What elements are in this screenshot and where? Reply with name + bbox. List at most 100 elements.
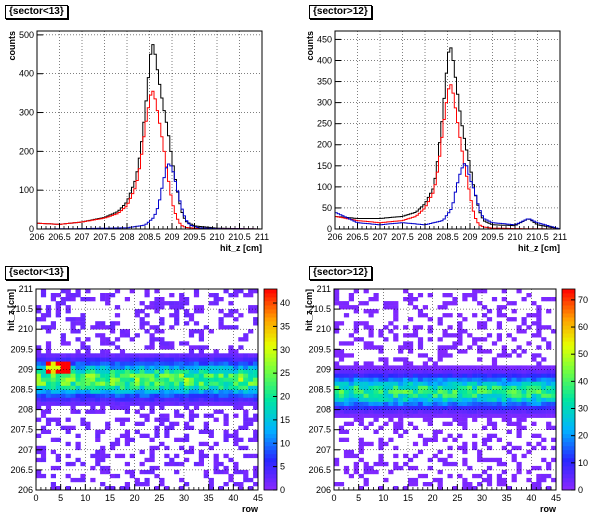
heatmap-cell [50, 397, 56, 402]
heatmap-cell [149, 453, 155, 459]
heatmap-cell [129, 453, 135, 459]
heatmap-cell [65, 473, 71, 479]
heatmap-cell [75, 433, 81, 438]
heatmap-cell [516, 429, 522, 434]
heatmap-cell [462, 385, 468, 390]
heatmap-cell [100, 449, 106, 455]
heatmap-cell [203, 345, 209, 350]
heatmap-cell [526, 377, 532, 382]
heatmap-cell [198, 365, 204, 370]
heatmap-cell [477, 401, 483, 406]
heatmap-cell [228, 393, 234, 398]
heatmap-cell [417, 309, 424, 314]
heatmap-cell [218, 373, 224, 378]
heatmap-cell [149, 397, 155, 402]
heatmap-cell [432, 433, 438, 438]
heatmap-cell [90, 453, 96, 459]
heatmap-cell [551, 377, 557, 382]
heatmap-cell [90, 401, 96, 406]
heatmap-cell [462, 293, 468, 298]
heatmap-cell [149, 381, 155, 386]
heatmap-cell [149, 345, 155, 350]
heatmap-cell [243, 385, 249, 390]
heatmap-cell [472, 377, 478, 382]
heatmap-cell [334, 301, 340, 306]
heatmap-cell [516, 397, 522, 402]
heatmap-cell [403, 385, 409, 390]
heatmap-cell [154, 297, 160, 302]
heatmap-cell [348, 401, 354, 406]
heatmap-cell [348, 377, 354, 382]
heatmap-cell [472, 389, 478, 394]
heatmap-cell [144, 357, 150, 362]
heatmap-cell [457, 321, 463, 326]
heatmap-cell [427, 393, 433, 398]
heatmap-cell [388, 369, 394, 374]
heatmap-cell [203, 385, 209, 390]
heatmap-cell [159, 345, 165, 350]
heatmap-cell [75, 329, 81, 334]
heatmap-cell [149, 405, 155, 410]
heatmap-cell [238, 425, 244, 430]
heatmap-cell [159, 329, 165, 334]
heatmap-cell [368, 345, 374, 350]
heatmap-cell [124, 482, 130, 487]
heatmap-cell [358, 486, 364, 491]
heatmap-cell [174, 305, 180, 310]
heatmap-cell [501, 405, 507, 410]
heatmap-cell [139, 353, 145, 358]
heatmap-cell [338, 381, 345, 386]
heatmap-cell [124, 469, 130, 475]
heatmap-cell [531, 365, 537, 370]
heatmap-cell [432, 397, 438, 402]
heatmap-cell [154, 445, 160, 451]
heatmap-cell [169, 369, 175, 374]
heatmap-cell [482, 409, 488, 414]
heatmap-cell [467, 381, 473, 386]
color-scale-label: 70 [578, 295, 588, 305]
heatmap-cell [253, 397, 259, 402]
heatmap-cell [338, 389, 345, 394]
heatmap-cell [388, 417, 394, 422]
heatmap-cell [139, 482, 145, 487]
heatmap-cell [179, 461, 185, 467]
heatmap-cell [36, 417, 42, 422]
heatmap-cell [100, 453, 106, 459]
heatmap-cell [164, 433, 170, 438]
heatmap-cell [358, 337, 364, 342]
heatmap-cell [184, 313, 190, 318]
heatmap-cell [452, 373, 458, 378]
heatmap-cell [334, 381, 340, 386]
heatmap-cell [60, 357, 66, 362]
heatmap-cell [536, 413, 542, 418]
heatmap-cell [70, 297, 76, 302]
heatmap-cell [36, 357, 42, 362]
heatmap-cell [457, 417, 463, 422]
heatmap-cell [516, 369, 522, 374]
heatmap-cell [238, 373, 244, 378]
heatmap-cell [536, 317, 542, 322]
heatmap-cell [70, 321, 76, 326]
heatmap-cell [393, 445, 399, 451]
heatmap-cell [506, 353, 512, 358]
heatmap-cell [501, 385, 507, 390]
heatmap-cell [233, 437, 239, 442]
heatmap-cell [496, 409, 502, 414]
heatmap-cell [90, 353, 96, 358]
x-tick-label: 10 [80, 493, 90, 503]
heatmap-cell [491, 401, 498, 406]
pad-title: {sector>12} [309, 5, 372, 19]
heatmap-cell [105, 365, 111, 370]
heatmap-cell [368, 309, 374, 314]
heatmap-cell [343, 365, 350, 370]
heatmap-cell [477, 357, 483, 362]
heatmap-cell [105, 421, 111, 426]
heatmap-cell [491, 397, 498, 402]
heatmap-cell [208, 482, 214, 487]
color-scale-band [562, 457, 575, 463]
x-tick-label: 40 [228, 493, 238, 503]
color-scale-band [562, 486, 575, 491]
heatmap-cell [486, 457, 493, 463]
heatmap-cell [65, 373, 71, 378]
heatmap-cell [164, 361, 170, 366]
